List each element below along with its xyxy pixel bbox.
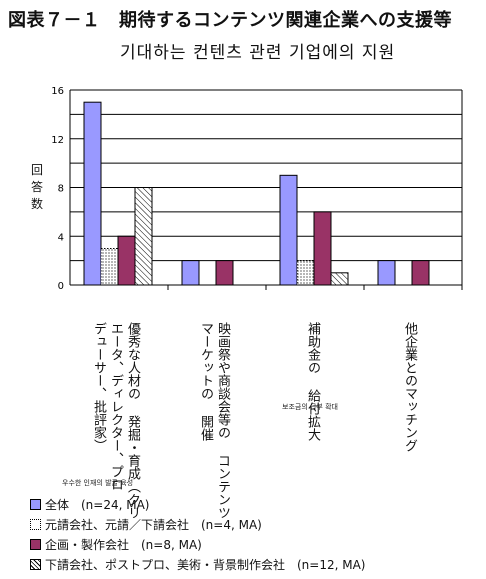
bar-series2-cat0: [117, 235, 136, 286]
y-tick-label-3: 12: [51, 135, 64, 146]
legend-label-prime: 元請会社、元請／下請会社 (n=4, MA): [45, 517, 262, 532]
bar-series1-cat2: [296, 260, 315, 286]
category-label-2: 補助金の 給付拡大: [304, 292, 338, 441]
legend-swatch-production: [30, 538, 41, 550]
bar-series0-cat0: [83, 101, 102, 286]
legend-label-subcontract: 下請会社、ポストプロ、美術・背景制作会社 (n=12, MA): [45, 557, 366, 572]
category-0-line-0: 優秀な人材の 発掘・育成（クリ: [125, 322, 140, 519]
bar-series2-cat3: [411, 260, 430, 286]
category-2-line-0: 補助金の 給付拡大: [305, 322, 320, 441]
category-label-1: 映画祭や商談会等の コンテンツ マーケットの 開催: [197, 292, 248, 519]
category-0-line-1: エータ、ディレクター、プロ: [108, 322, 123, 491]
bar-chart: 0 4 8 12 16: [51, 86, 463, 292]
legend-swatch-all: [30, 498, 41, 510]
bar-series1-cat0: [100, 247, 119, 286]
y-axis-label: 回答数: [30, 163, 43, 211]
category-label-0: 優秀な人材の 発掘・育成（クリ エータ、ディレクター、プロ デューサー、批評家）: [90, 292, 158, 519]
bar-series0-cat2: [279, 174, 298, 286]
chart-title: 図表７－１ 期待するコンテンツ関連企業への支援等: [8, 10, 452, 31]
legend-item-production: 企画・製作会社 (n=8, MA): [30, 534, 366, 554]
y-tick-label-4: 16: [51, 86, 64, 97]
chart-subtitle: 기대하는 컨텐츠 관련 기업에의 지원: [120, 43, 396, 63]
category-1-line-1: マーケットの 開催: [198, 322, 213, 441]
legend-label-all: 全体 (n=24, MA): [45, 497, 150, 512]
bar-series0-cat3: [377, 260, 396, 286]
legend: 全体 (n=24, MA) 元請会社、元請／下請会社 (n=4, MA) 企画・…: [30, 494, 366, 574]
category-3-line-0: 他企業とのマッチング: [402, 322, 417, 452]
bar-series2-cat1: [215, 260, 234, 286]
legend-swatch-prime: [30, 518, 41, 530]
category-1-line-0: 映画祭や商談会等の コンテンツ: [215, 322, 230, 519]
category-label-3: 他企業とのマッチング: [401, 292, 435, 452]
legend-label-production: 企画・製作会社 (n=8, MA): [45, 537, 202, 552]
y-tick-label-1: 4: [58, 232, 64, 243]
annotation-korean-0: 우수한 인재의 발굴·육성: [62, 479, 134, 487]
y-tick-label-2: 8: [58, 184, 64, 195]
bar-series3-cat0: [134, 187, 153, 286]
legend-swatch-subcontract: [30, 558, 41, 570]
legend-item-subcontract: 下請会社、ポストプロ、美術・背景制作会社 (n=12, MA): [30, 554, 366, 574]
legend-item-all: 全体 (n=24, MA): [30, 494, 366, 514]
y-tick-label-0: 0: [58, 281, 64, 292]
legend-item-prime: 元請会社、元請／下請会社 (n=4, MA): [30, 514, 366, 534]
bar-series0-cat1: [181, 260, 200, 286]
bar-series3-cat2: [330, 272, 349, 286]
category-0-line-2: デューサー、批評家）: [91, 322, 106, 452]
bar-series2-cat2: [313, 211, 332, 286]
annotation-korean-1: 보조금의 급부 확대: [282, 403, 338, 411]
